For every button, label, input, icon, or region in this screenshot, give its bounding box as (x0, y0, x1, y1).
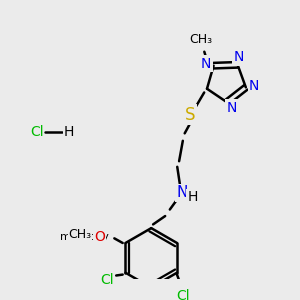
Text: N: N (233, 50, 244, 64)
Text: O: O (97, 230, 108, 244)
Text: H: H (188, 190, 198, 205)
Text: N: N (249, 79, 260, 92)
Text: N: N (226, 101, 237, 115)
Text: CH₃: CH₃ (68, 228, 92, 241)
Text: N: N (201, 57, 211, 71)
Text: Cl: Cl (177, 289, 190, 300)
Text: H: H (64, 125, 74, 139)
Text: S: S (185, 106, 196, 124)
Text: Cl: Cl (100, 273, 114, 287)
Text: O: O (94, 230, 105, 244)
Text: Cl: Cl (30, 125, 44, 139)
Text: methoxy: methoxy (60, 232, 109, 242)
Text: N: N (176, 185, 188, 200)
Text: CH₃: CH₃ (189, 33, 212, 46)
